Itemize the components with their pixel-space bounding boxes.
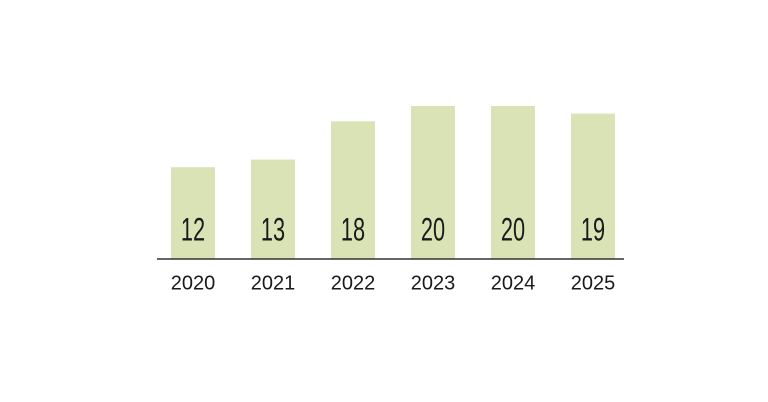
value-label: 19 — [581, 211, 605, 247]
bar — [251, 159, 295, 259]
x-tick-label: 2020 — [171, 272, 216, 294]
value-label: 20 — [501, 211, 525, 247]
bar — [411, 106, 455, 259]
x-tick-label: 2021 — [251, 272, 296, 294]
x-tick-label: 2025 — [571, 272, 616, 294]
value-label: 13 — [261, 211, 285, 247]
value-label: 20 — [421, 211, 445, 247]
value-label: 18 — [341, 211, 365, 247]
value-label: 12 — [181, 211, 205, 247]
bar — [491, 106, 535, 259]
x-tick-label: 2024 — [491, 272, 536, 294]
bar — [331, 121, 375, 259]
bar — [571, 113, 615, 260]
bar — [171, 167, 215, 259]
x-tick-label: 2022 — [331, 272, 376, 294]
bars — [171, 106, 615, 260]
x-tick-label: 2023 — [411, 272, 456, 294]
